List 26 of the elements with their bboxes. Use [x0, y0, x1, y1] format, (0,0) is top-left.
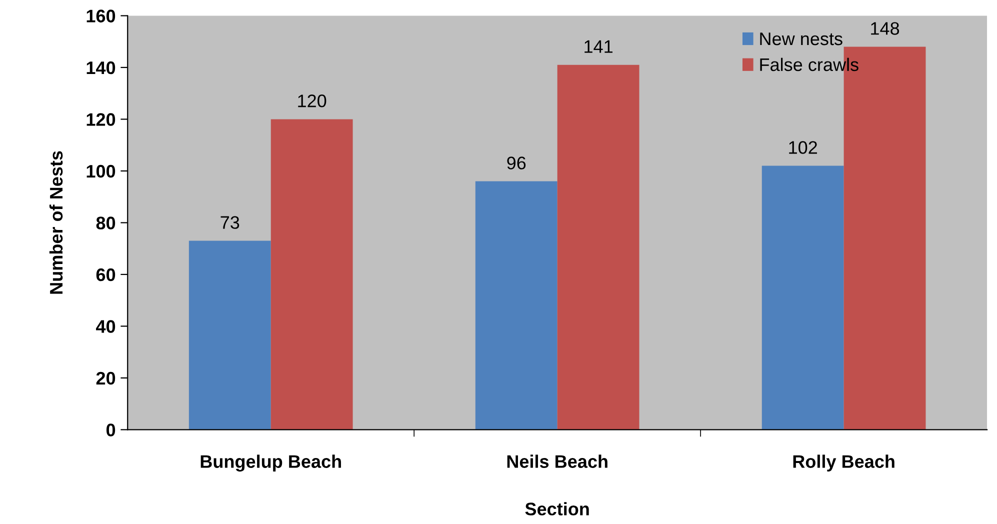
x-axis-title: Section	[525, 502, 589, 516]
data-label: 148	[871, 22, 900, 35]
data-label: 141	[584, 40, 612, 53]
x-tick-label: Bungelup Beach	[200, 454, 341, 472]
data-label: 96	[507, 156, 526, 170]
data-label: 102	[789, 141, 817, 154]
y-tick-label: 20	[96, 372, 116, 385]
data-label: 73	[220, 216, 240, 229]
bar	[557, 64, 640, 430]
y-tick-label: 40	[96, 320, 116, 333]
x-tick-label: Rolly Beach	[793, 454, 894, 472]
y-tick-label: 100	[86, 164, 116, 178]
legend-label: New nests	[760, 32, 842, 46]
bar	[270, 119, 353, 430]
y-tick-label: 0	[106, 424, 116, 436]
y-tick-label: 60	[96, 268, 116, 282]
y-tick-label: 80	[96, 216, 116, 230]
bar	[762, 166, 844, 430]
y-tick-label: 120	[86, 113, 116, 126]
data-label: 120	[298, 94, 326, 108]
bar	[188, 240, 271, 430]
y-tick-label: 160	[86, 10, 116, 22]
x-tick-label: Neils Beach	[507, 454, 608, 468]
bar	[475, 181, 558, 430]
y-tick-label: 140	[86, 61, 116, 74]
y-axis-title: Number of Nests	[49, 151, 63, 294]
